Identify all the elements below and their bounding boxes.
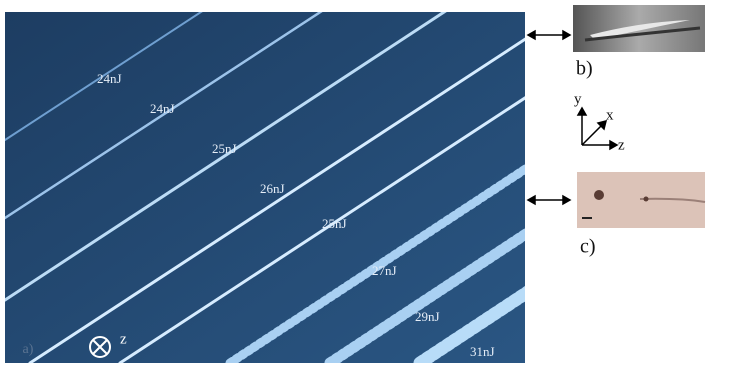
panel-label: a) — [23, 342, 34, 357]
energy-label: 31nJ — [470, 344, 495, 359]
panel-c-image — [577, 172, 705, 228]
axis-label: y — [574, 91, 582, 107]
figure: a) z 24nJ 24nJ 25nJ 26nJ 25nJ 27nJ 29nJ 31nJ b)… — [0, 0, 731, 365]
panel-label: b) — [576, 58, 593, 80]
energy-label: 26nJ — [260, 181, 285, 196]
axis-label: z — [618, 137, 625, 153]
panel-b-image — [573, 5, 705, 52]
energy-label: 27nJ — [372, 263, 397, 278]
panel-label: c) — [580, 236, 596, 258]
beam-axis-label: z — [120, 331, 127, 347]
panel-a-image — [5, 0, 640, 363]
axis-label: x — [606, 107, 614, 123]
energy-label: 25nJ — [212, 141, 237, 156]
energy-label: 24nJ — [150, 101, 175, 116]
energy-label: 25nJ — [322, 216, 347, 231]
energy-label: 29nJ — [415, 309, 440, 324]
arrows — [528, 31, 570, 204]
energy-label: 24nJ — [97, 71, 122, 86]
